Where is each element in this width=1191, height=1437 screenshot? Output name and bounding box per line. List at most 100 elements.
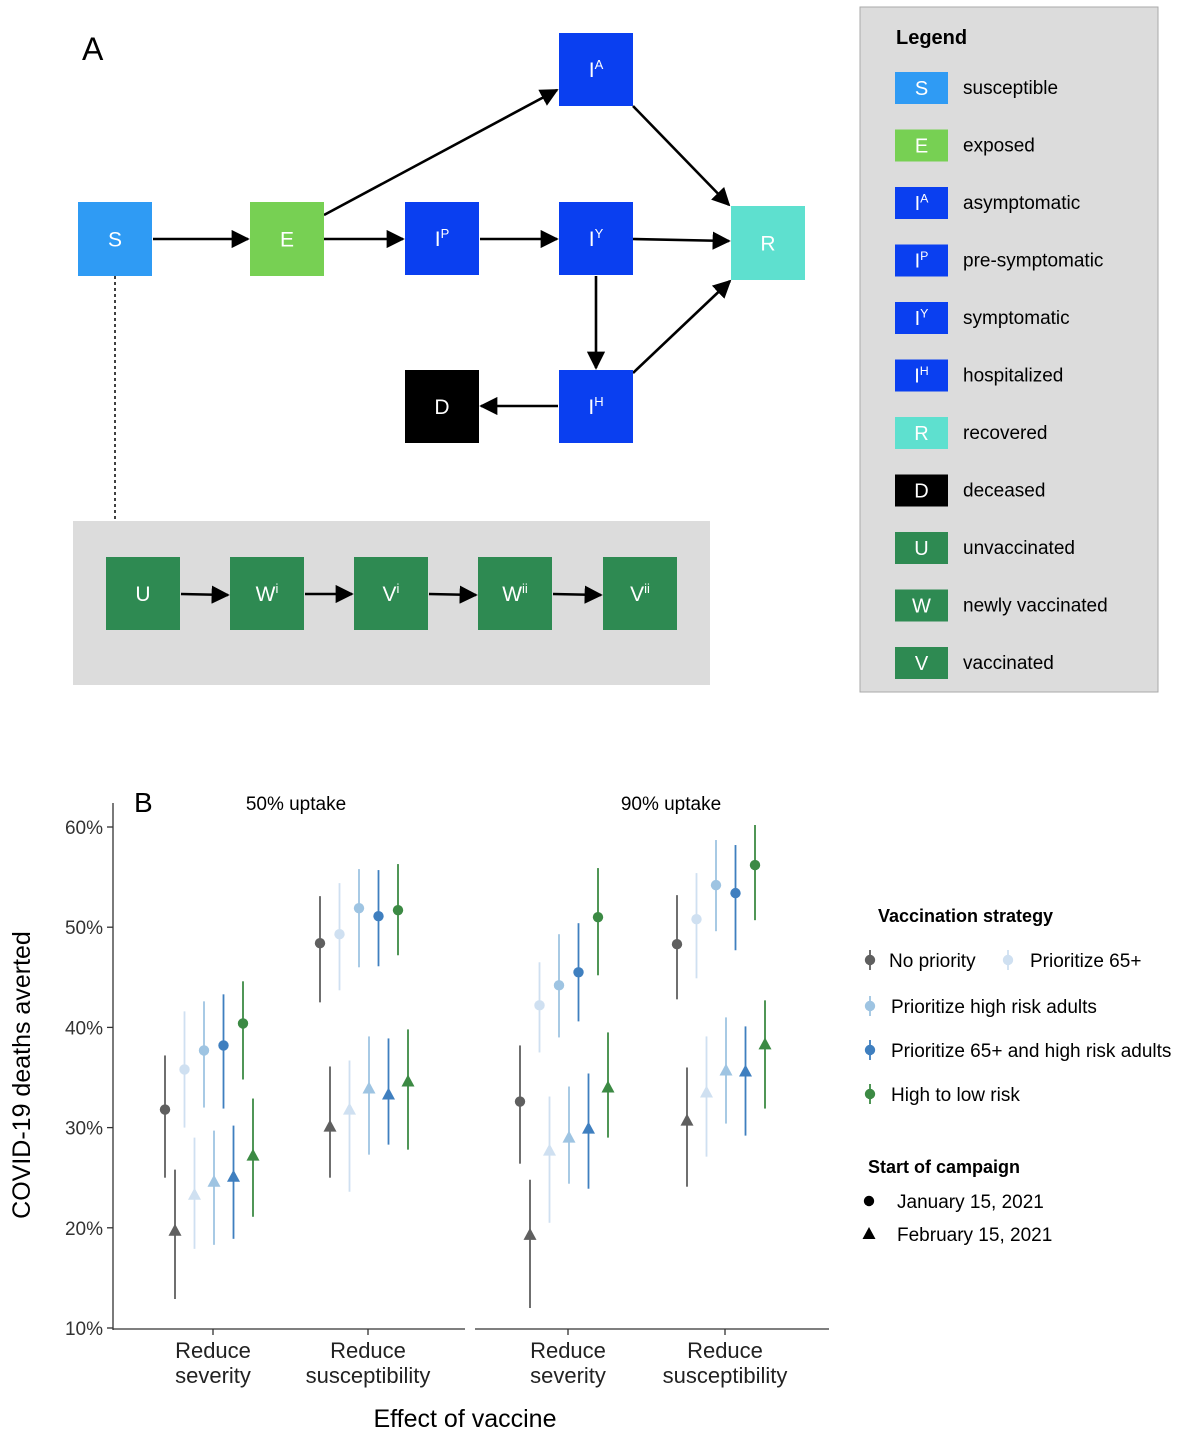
point-50-uptake-reduce-severity-february-15-2021-prioritize-65 bbox=[188, 1187, 201, 1200]
node-label-ip: IP bbox=[435, 226, 450, 251]
panel-a-label: A bbox=[82, 31, 104, 67]
panel-b-chart: B 50% uptake 90% uptake 10% 20% 30% 40% 50% 6… bbox=[8, 787, 1171, 1433]
transition-arrows bbox=[153, 88, 732, 604]
x-tick-label-reduce-severity: Reduce severity bbox=[530, 1338, 606, 1388]
legend-strategy-high-to-low-risk: High to low risk bbox=[864, 1084, 1020, 1106]
node-box-wi bbox=[230, 557, 304, 630]
legend-label-asymptomatic: asymptomatic bbox=[963, 193, 1080, 214]
point-90-uptake-reduce-susceptibility-january-15-2021-prioritize-high-risk-adults bbox=[710, 879, 722, 891]
node-vi: Vi bbox=[354, 557, 428, 630]
legend-strategy-label: No priority bbox=[889, 951, 976, 972]
legend-symbol-vaccinated: V bbox=[915, 653, 929, 675]
point-90-uptake-reduce-severity-february-15-2021-no-priority bbox=[523, 1227, 537, 1240]
legend-strategy-dot bbox=[864, 954, 876, 966]
point-90-uptake-reduce-susceptibility-january-15-2021-high-to-low-risk bbox=[749, 859, 761, 871]
arrow-ih-to-r bbox=[632, 279, 732, 374]
legend-campaign-marker-circle bbox=[863, 1195, 875, 1207]
arrow-iy-to-r bbox=[632, 231, 731, 250]
arrow-e-to-ia bbox=[323, 88, 559, 217]
point-90-uptake-reduce-severity-january-15-2021-prioritize-65-and-high-risk-adults bbox=[573, 967, 584, 978]
point-50-uptake-reduce-severity-january-15-2021-prioritize-65-and-high-risk-adults bbox=[218, 1040, 229, 1051]
point-90-uptake-reduce-severity-january-15-2021-high-to-low-risk bbox=[592, 911, 604, 923]
legend-strategy-label: Prioritize high risk adults bbox=[891, 997, 1097, 1018]
arrow-vi-to-wii bbox=[428, 585, 478, 604]
point-90-uptake-reduce-susceptibility-february-15-2021-prioritize-65-and-high-risk-adults bbox=[739, 1064, 752, 1077]
point-90-uptake-reduce-severity-february-15-2021-high-to-low-risk bbox=[601, 1080, 615, 1093]
point-90-uptake-reduce-severity-february-15-2021-prioritize-65 bbox=[543, 1143, 556, 1156]
node-box-vi bbox=[354, 557, 428, 630]
node-box-d bbox=[405, 370, 479, 443]
point-90-uptake-reduce-susceptibility-february-15-2021-prioritize-high-risk-adults bbox=[719, 1063, 733, 1076]
legend-campaign-january-15-2021: January 15, 2021 bbox=[863, 1192, 1044, 1213]
y-tick-label-30: 30% bbox=[65, 1119, 103, 1140]
legend-swatch-hospitalized bbox=[895, 359, 948, 392]
point-90-uptake-reduce-susceptibility-february-15-2021-no-priority bbox=[680, 1113, 694, 1126]
point-50-uptake-reduce-severity-february-15-2021-prioritize-65-and-high-risk-adults bbox=[227, 1169, 240, 1182]
point-90-uptake-reduce-susceptibility-january-15-2021-no-priority bbox=[671, 939, 683, 950]
node-label-ia: IA bbox=[589, 57, 604, 82]
legend-box bbox=[859, 6, 1159, 693]
legend-symbol-exposed: E bbox=[915, 136, 928, 158]
legend-swatch-susceptible bbox=[895, 72, 948, 104]
point-50-uptake-reduce-susceptibility-january-15-2021-high-to-low-risk bbox=[392, 904, 404, 916]
node-box-iy bbox=[559, 202, 633, 275]
node-box-u bbox=[106, 557, 180, 630]
legend-label-deceased: deceased bbox=[963, 481, 1045, 502]
strategy-legend-title: Vaccination strategy bbox=[878, 906, 1053, 926]
node-ip: IP bbox=[405, 202, 479, 275]
legend-symbol-susceptible: S bbox=[915, 78, 928, 100]
node-label-d: D bbox=[434, 396, 449, 419]
legend-swatch-unvaccinated bbox=[895, 532, 948, 564]
legend-strategy-label: Prioritize 65+ bbox=[1030, 951, 1141, 972]
legend-label-vaccinated: vaccinated bbox=[963, 653, 1054, 674]
y-tick-label-20: 20% bbox=[65, 1219, 103, 1240]
node-d: D bbox=[405, 370, 479, 443]
node-box-ia bbox=[559, 33, 633, 106]
legend-swatch-asymptomatic bbox=[895, 187, 948, 219]
node-label-wii: Wii bbox=[502, 581, 528, 606]
legend-strategy-dot bbox=[1002, 954, 1014, 966]
point-90-uptake-reduce-severity-january-15-2021-prioritize-65 bbox=[534, 1000, 545, 1011]
node-e: E bbox=[250, 202, 324, 276]
x-axis-title: Effect of vaccine bbox=[374, 1405, 557, 1433]
legend-item-symptomatic: IY symptomatic bbox=[895, 302, 1070, 334]
legend-strategy-label: High to low risk bbox=[891, 1085, 1020, 1106]
node-label-s: S bbox=[108, 229, 122, 252]
node-vii: Vii bbox=[603, 557, 677, 630]
panel-b-label: B bbox=[134, 787, 153, 818]
node-label-ih: IH bbox=[588, 394, 603, 419]
node-box-vii bbox=[603, 557, 677, 630]
point-50-uptake-reduce-susceptibility-january-15-2021-no-priority bbox=[314, 938, 326, 949]
point-90-uptake-reduce-severity-january-15-2021-prioritize-high-risk-adults bbox=[553, 980, 565, 991]
legend-swatch-pre-symptomatic bbox=[895, 244, 948, 277]
point-50-uptake-reduce-severity-february-15-2021-high-to-low-risk bbox=[246, 1148, 260, 1161]
legend-campaign-february-15-2021: February 15, 2021 bbox=[862, 1225, 1052, 1246]
legend-strategy-prioritize-high-risk-adults: Prioritize high risk adults bbox=[864, 996, 1097, 1018]
x-tick-label-reduce-susceptibility: Reduce susceptibility bbox=[663, 1338, 788, 1388]
facet-title-90-uptake: 90% uptake bbox=[621, 794, 721, 815]
legend-strategy-prioritize-65: Prioritize 65+ bbox=[1002, 950, 1141, 972]
y-tick-label-40: 40% bbox=[65, 1018, 103, 1039]
legend-campaign-marker-triangle bbox=[862, 1227, 876, 1239]
legend-swatch-recovered bbox=[895, 417, 948, 449]
legend-swatch-symptomatic bbox=[895, 302, 948, 334]
legend-swatch-vaccinated bbox=[895, 647, 948, 679]
legend-symbol-unvaccinated: U bbox=[914, 538, 928, 560]
node-wi: Wi bbox=[230, 557, 304, 630]
node-label-r: R bbox=[760, 233, 775, 256]
legend-symbol-deceased: D bbox=[914, 481, 928, 503]
point-90-uptake-reduce-susceptibility-february-15-2021-prioritize-65 bbox=[700, 1085, 713, 1098]
compartment-nodes: S E IA IP IY IH R D U Wi Vi Wii Vii bbox=[78, 33, 805, 630]
point-50-uptake-reduce-susceptibility-january-15-2021-prioritize-65 bbox=[334, 929, 345, 940]
legend-strategy-no-priority: No priority bbox=[864, 950, 976, 972]
point-50-uptake-reduce-severity-january-15-2021-prioritize-high-risk-adults bbox=[198, 1045, 210, 1056]
legend-strategy-label: Prioritize 65+ and high risk adults bbox=[891, 1041, 1171, 1062]
